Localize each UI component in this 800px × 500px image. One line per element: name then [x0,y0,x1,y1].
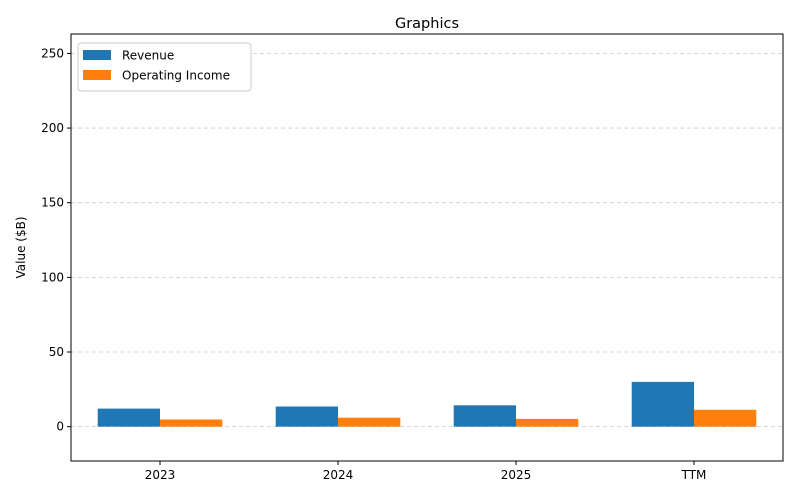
legend-swatch [83,50,111,60]
legend: Revenue Operating Income [77,42,252,92]
x-tick-label: 2025 [501,468,532,482]
y-tick-label: 100 [41,270,64,284]
y-tick-label: 50 [49,345,64,359]
legend-label: Revenue [122,49,174,63]
bar-operating-income [338,417,401,427]
plot-frame [70,33,784,462]
chart-title: Graphics [395,16,459,32]
grid-lines [71,53,783,428]
y-axis: 0 50 100 150 200 250 [41,46,71,434]
bar-operating-income [160,419,223,427]
legend-box [77,42,252,92]
bar-operating-income [694,409,757,427]
bars [97,381,757,427]
y-axis-title: Value ($B) [14,217,28,279]
bar-revenue [97,408,160,427]
x-tick-label: TTM [681,468,707,482]
legend-label: Operating Income [122,69,230,83]
bar-revenue [275,406,338,427]
x-tick-label: 2023 [145,468,176,482]
bar-operating-income [516,418,579,427]
x-tick-label: 2024 [323,468,354,482]
y-tick-label: 150 [41,196,64,210]
y-tick-label: 250 [41,46,64,60]
y-tick-label: 0 [56,420,64,434]
legend-swatch [83,70,111,80]
bar-revenue [631,381,694,427]
y-tick-label: 200 [41,121,64,135]
x-axis: 2023 2024 2025 TTM [145,461,707,482]
bar-revenue [453,405,516,427]
